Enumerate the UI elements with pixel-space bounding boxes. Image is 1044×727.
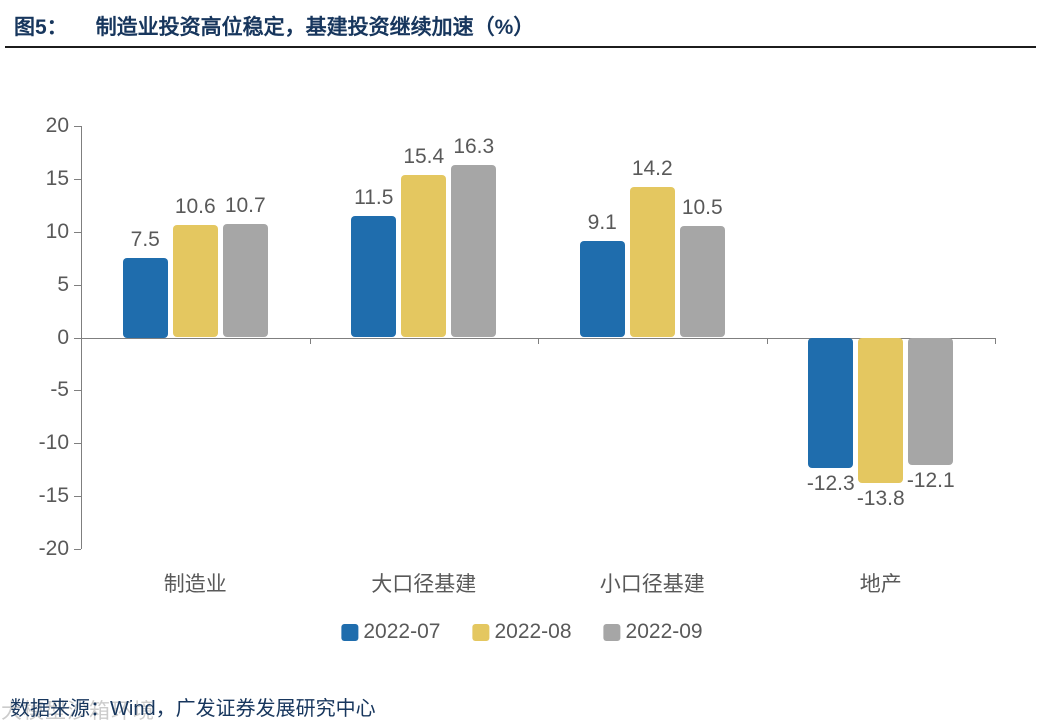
bar-value-label: 9.1 xyxy=(587,211,617,235)
bar xyxy=(351,215,397,338)
data-source-note: 数据来源：Wind，广发证券发展研究中心 xyxy=(10,698,376,720)
figure-number-label: 图5： xyxy=(14,16,68,39)
legend-label: 2022-08 xyxy=(494,620,572,643)
bar-value-label: 10.7 xyxy=(224,194,266,218)
bar xyxy=(122,258,168,338)
y-axis-tick xyxy=(74,337,81,339)
bar xyxy=(222,224,268,338)
bar xyxy=(451,165,497,338)
bar-value-label: 10.6 xyxy=(174,195,216,219)
legend-item: 2022-07 xyxy=(341,620,440,644)
y-axis-tick xyxy=(74,178,81,180)
figure-title: 图5： 制造业投资高位稳定，基建投资继续加速（%） xyxy=(14,11,534,41)
y-axis-tick xyxy=(74,284,81,286)
bar xyxy=(908,337,954,466)
y-tick-label: 5 xyxy=(57,272,69,296)
legend-label: 2022-09 xyxy=(625,620,703,643)
y-tick-label: -20 xyxy=(38,537,69,560)
bar-value-label: 7.5 xyxy=(130,228,160,252)
bar xyxy=(579,241,625,338)
y-axis-tick xyxy=(74,496,81,498)
bar-value-label: 10.5 xyxy=(681,196,723,220)
figure-title-text: 制造业投资高位稳定，基建投资继续加速（%） xyxy=(95,16,535,39)
bar xyxy=(858,337,904,484)
y-axis-tick xyxy=(74,231,81,233)
legend-label: 2022-07 xyxy=(363,620,441,643)
bar-value-label: 11.5 xyxy=(354,185,394,209)
y-axis-tick xyxy=(74,126,81,127)
bar xyxy=(401,174,447,338)
x-category-label: 制造业 xyxy=(163,573,227,596)
y-tick-label: 15 xyxy=(45,166,69,190)
bar xyxy=(679,226,725,338)
y-tick-label: 10 xyxy=(45,219,69,243)
bar-value-label: 15.4 xyxy=(403,144,445,168)
bar-value-label: -12.1 xyxy=(906,469,955,493)
y-tick-label: -10 xyxy=(38,431,69,455)
y-axis-tick xyxy=(74,549,81,550)
y-tick-label: -15 xyxy=(38,484,69,508)
x-category-label: 小口径基建 xyxy=(599,573,705,596)
legend-swatch xyxy=(341,623,359,641)
y-tick-label: 20 xyxy=(45,114,69,137)
bar-value-label: 16.3 xyxy=(453,135,495,159)
y-tick-label: 0 xyxy=(57,325,69,349)
x-category-label: 大口径基建 xyxy=(371,573,477,596)
chart-legend: 2022-07 2022-08 2022-09 xyxy=(341,620,703,644)
y-axis-tick xyxy=(74,390,81,392)
bar-value-label: 14.2 xyxy=(631,157,673,181)
bar-value-label: -12.3 xyxy=(806,471,855,495)
legend-swatch xyxy=(472,623,490,641)
title-divider xyxy=(5,46,1036,48)
x-axis-tick xyxy=(309,337,311,344)
bar-value-label: -13.8 xyxy=(856,487,905,511)
bar xyxy=(808,337,854,468)
legend-swatch xyxy=(603,623,621,641)
x-axis-tick xyxy=(995,337,996,344)
bar xyxy=(172,225,218,338)
legend-item: 2022-08 xyxy=(472,620,572,644)
legend-item: 2022-09 xyxy=(603,620,703,644)
watermark-text: 大模型沙箱环境 xyxy=(1,700,155,723)
y-axis-tick xyxy=(74,443,81,445)
x-category-label: 地产 xyxy=(859,573,902,596)
y-tick-label: -5 xyxy=(50,378,69,402)
x-axis-tick xyxy=(538,337,539,344)
bar xyxy=(629,187,675,338)
x-axis-tick xyxy=(766,337,768,344)
